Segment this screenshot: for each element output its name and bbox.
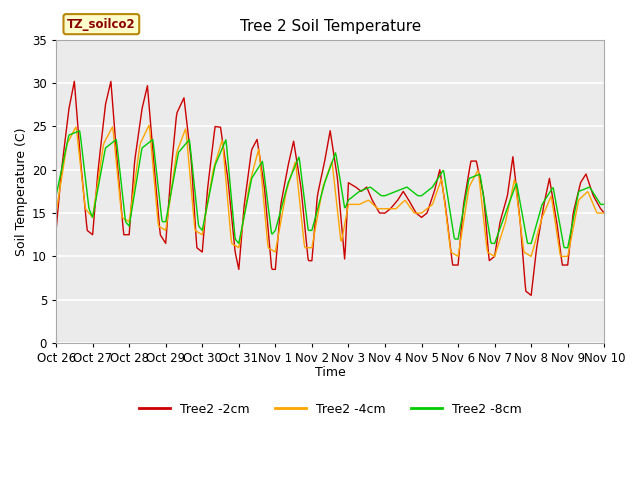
Tree2 -8cm (561, 245, 568, 251)
Tree2 -2cm (70, 79, 78, 84)
Tree2 -2cm (323, 149, 330, 155)
Tree2 -4cm (454, 253, 462, 259)
Tree2 -4cm (173, 148, 181, 154)
Text: TZ_soilco2: TZ_soilco2 (67, 18, 136, 31)
Tree2 -4cm (52, 210, 60, 216)
Line: Tree2 -4cm: Tree2 -4cm (56, 125, 604, 256)
Tree2 -8cm (430, 182, 438, 188)
Line: Tree2 -8cm: Tree2 -8cm (56, 131, 604, 248)
Tree2 -2cm (197, 248, 205, 254)
Y-axis label: Soil Temperature (C): Soil Temperature (C) (15, 127, 28, 256)
Tree2 -4cm (376, 206, 383, 212)
Tree2 -8cm (600, 202, 608, 207)
Legend: Tree2 -2cm, Tree2 -4cm, Tree2 -8cm: Tree2 -2cm, Tree2 -4cm, Tree2 -8cm (134, 398, 527, 421)
Tree2 -4cm (323, 174, 330, 180)
Tree2 -2cm (552, 212, 559, 217)
Tree2 -4cm (430, 198, 438, 204)
Tree2 -2cm (430, 191, 438, 196)
Tree2 -2cm (173, 109, 181, 115)
Tree2 -8cm (173, 157, 181, 163)
Tree2 -2cm (600, 210, 608, 216)
Tree2 -2cm (376, 210, 383, 216)
Tree2 -2cm (52, 228, 60, 233)
Tree2 -4cm (145, 122, 153, 128)
Tree2 -4cm (600, 210, 608, 216)
X-axis label: Time: Time (315, 366, 346, 379)
Tree2 -8cm (551, 193, 559, 199)
Tree2 -4cm (197, 231, 205, 237)
Tree2 -4cm (552, 221, 559, 227)
Tree2 -8cm (76, 128, 83, 134)
Tree2 -8cm (323, 175, 330, 181)
Tree2 -2cm (527, 292, 535, 298)
Line: Tree2 -2cm: Tree2 -2cm (56, 82, 604, 295)
Tree2 -8cm (376, 192, 383, 197)
Tree2 -8cm (52, 193, 60, 199)
Title: Tree 2 Soil Temperature: Tree 2 Soil Temperature (239, 20, 420, 35)
Tree2 -8cm (197, 226, 205, 231)
